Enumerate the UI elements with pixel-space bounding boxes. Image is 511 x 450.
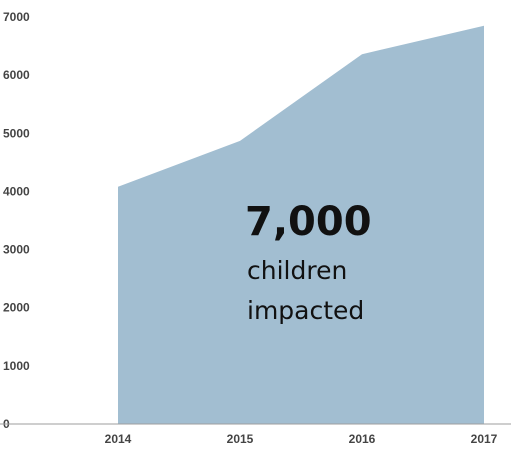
x-tick-label: 2017 xyxy=(471,432,498,446)
callout: 7,000 children impacted xyxy=(245,199,372,325)
y-tick-label: 4000 xyxy=(3,184,30,198)
y-tick-label: 7000 xyxy=(3,10,30,24)
x-tick-label: 2015 xyxy=(227,432,254,446)
x-axis-ticks: 2014 2015 2016 2017 xyxy=(105,432,498,446)
y-tick-label: 2000 xyxy=(3,301,30,315)
callout-line-2: impacted xyxy=(247,296,364,325)
callout-value: 7,000 xyxy=(245,199,372,245)
y-tick-label: 6000 xyxy=(3,68,30,82)
y-tick-label: 1000 xyxy=(3,359,30,373)
y-tick-label: 5000 xyxy=(3,126,30,140)
x-tick-label: 2016 xyxy=(349,432,376,446)
area-series xyxy=(118,25,484,424)
y-tick-label: 3000 xyxy=(3,243,30,257)
callout-line-1: children xyxy=(247,256,347,285)
x-tick-label: 2014 xyxy=(105,432,132,446)
